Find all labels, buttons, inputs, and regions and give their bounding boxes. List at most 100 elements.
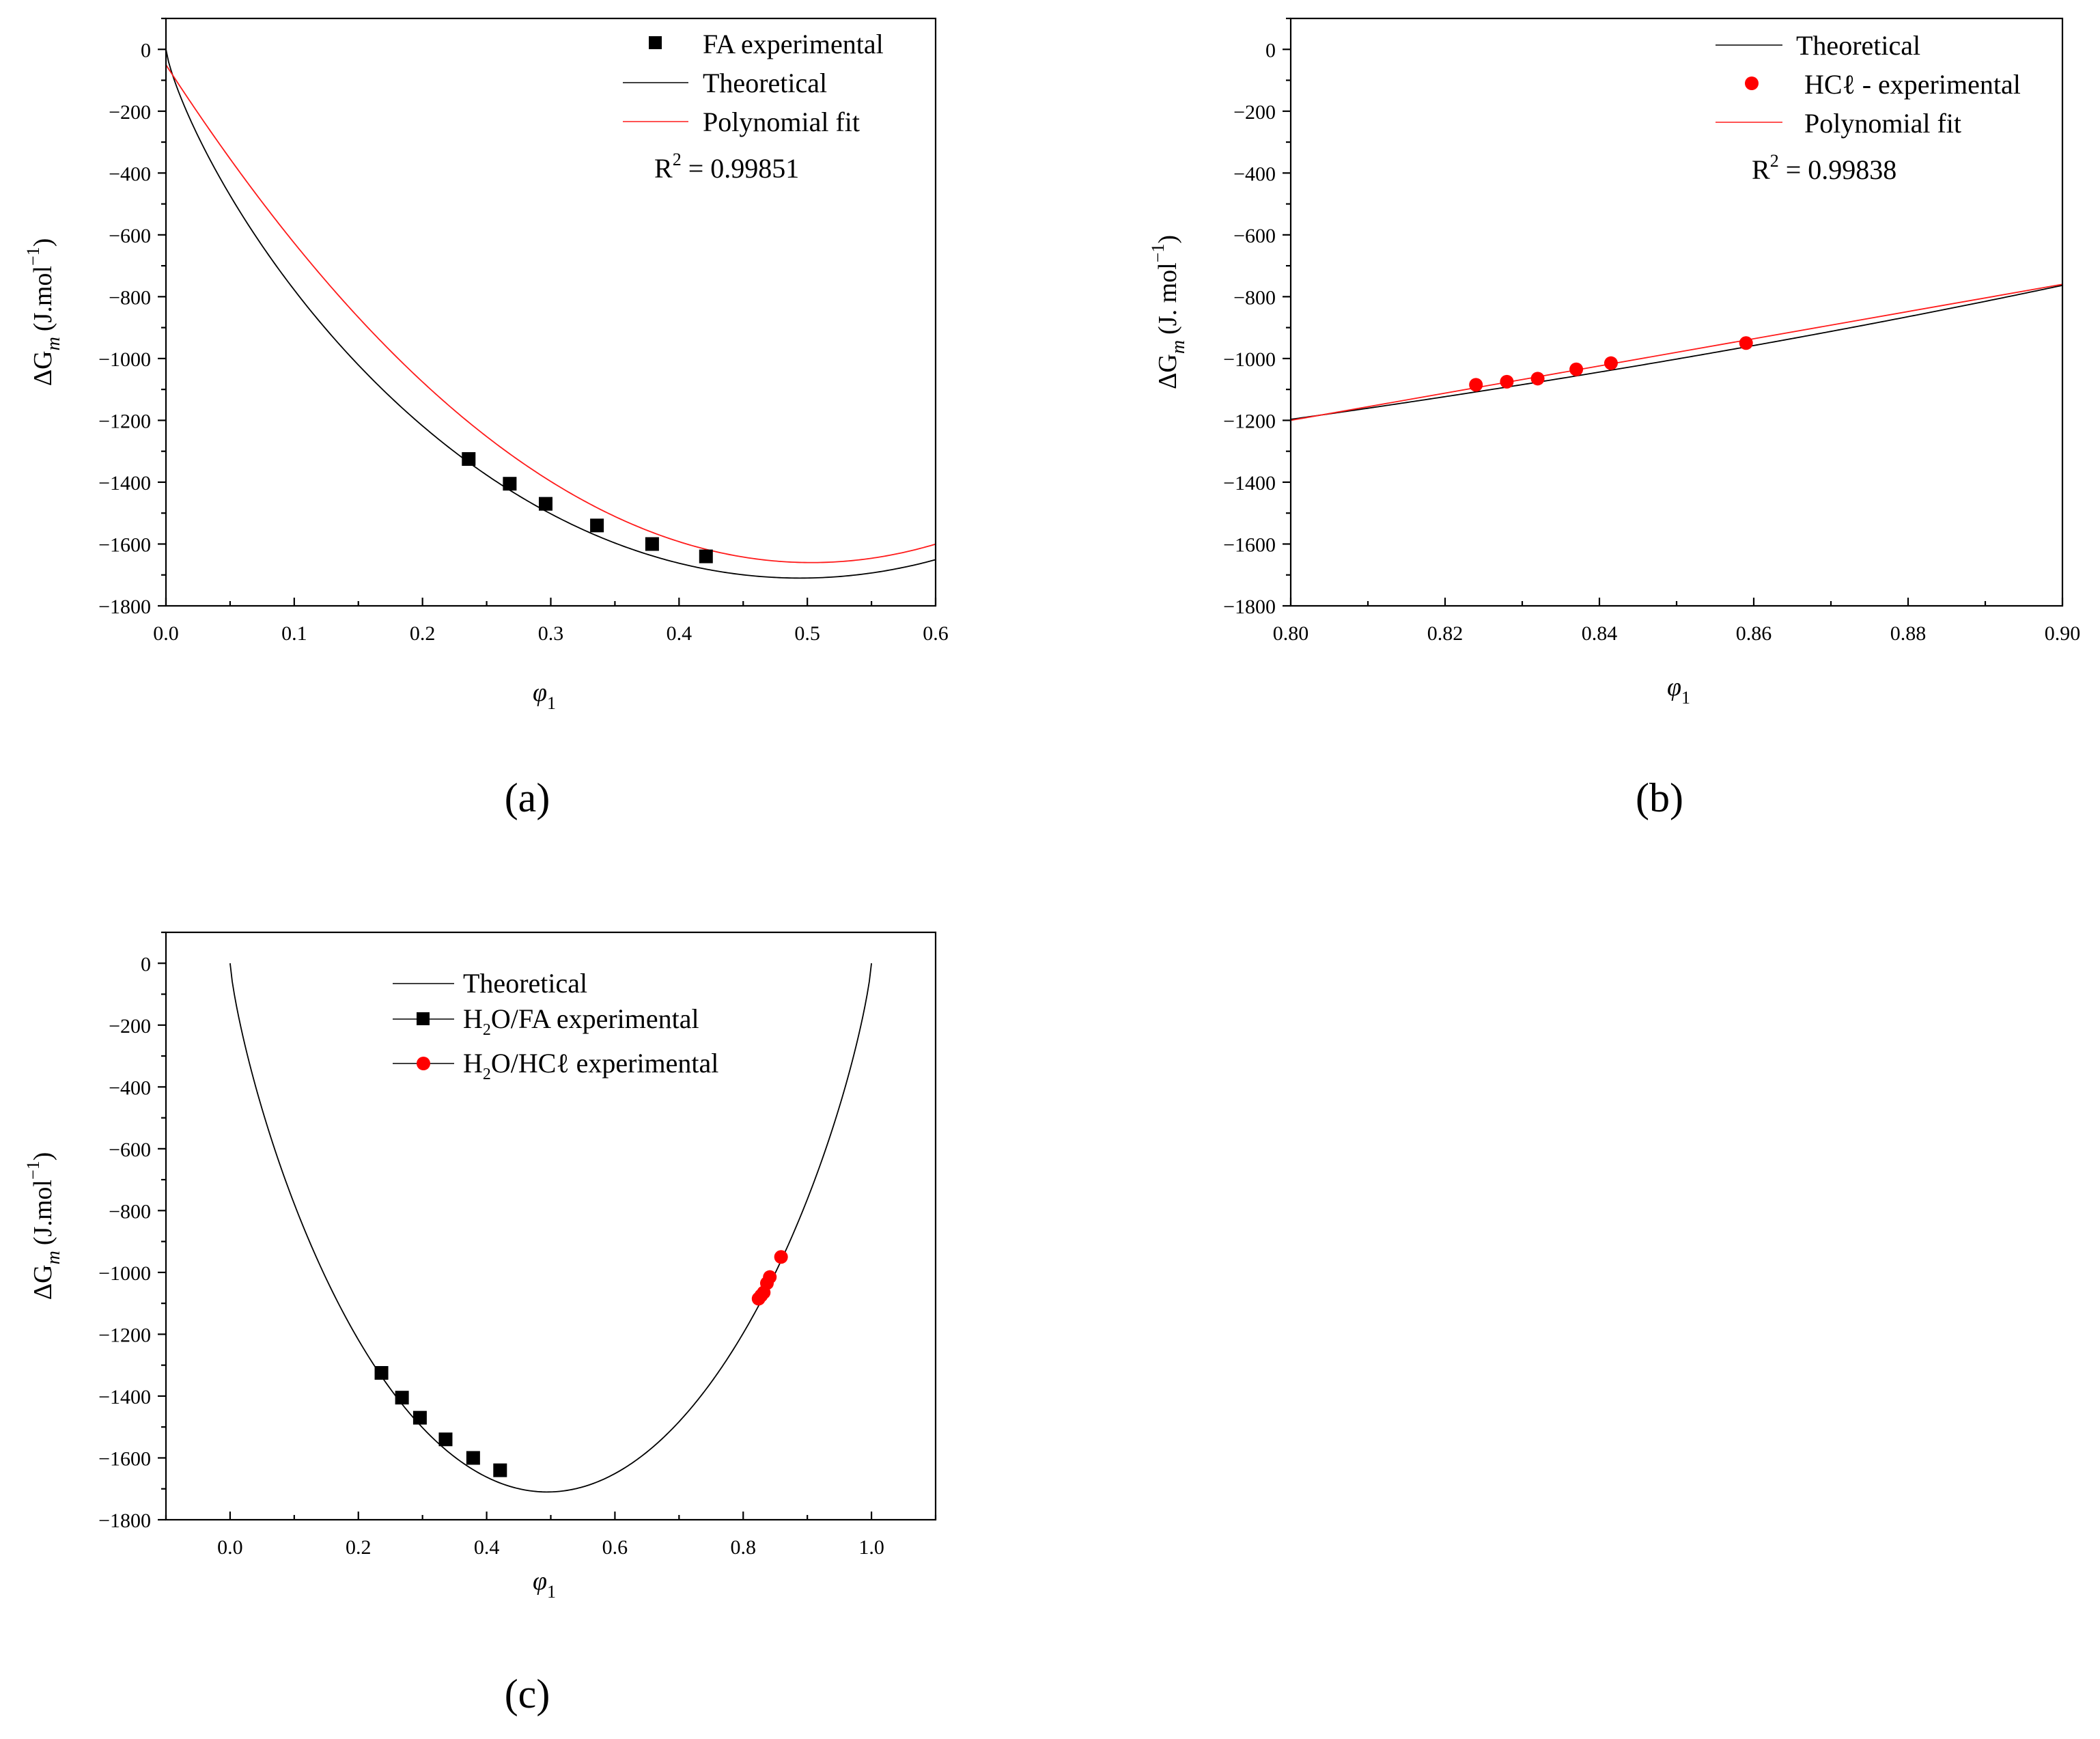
panel-a-frame <box>165 17 937 607</box>
r-squared-b: R2 = 0.99838 <box>1752 151 1896 185</box>
panel-a-ylabel: ΔGm (J.mol−1) <box>23 238 64 387</box>
ylabel-unit: (J. mol <box>1153 262 1182 335</box>
x-tick-label: 0.86 <box>1736 622 1772 645</box>
legend-fit-label: Polynomial fit <box>1804 108 1961 139</box>
x-tick-label: 1.0 <box>858 1536 884 1559</box>
panel-c-legend: Theoretical H2O/FA experimental H2O/HCℓ … <box>393 968 718 1083</box>
fa-data-point <box>538 497 552 511</box>
ylabel-close: ) <box>1153 235 1182 244</box>
legend-fa-label: FA experimental <box>703 29 884 59</box>
y-tick-label: −1800 <box>1223 596 1276 618</box>
r2-value: = 0.99838 <box>1779 154 1897 185</box>
fa-data-point <box>466 1451 480 1465</box>
ylabel-sup: −1 <box>23 247 43 266</box>
y-tick-label: −1400 <box>1223 472 1276 495</box>
y-tick-label: −1600 <box>98 533 151 556</box>
r2-prefix: R <box>654 153 673 184</box>
panel-b: 0.80 0.82 0.84 0.86 0.88 0.90 0 −200 −400 −600 −80… <box>1148 17 2080 820</box>
ylabel-delta-g: ΔG <box>29 1264 57 1300</box>
legend-hcl-label: H2O/HCℓ experimental <box>463 1048 718 1083</box>
panel-b-legend: Theoretical HCℓ - experimental Polynomia… <box>1716 30 2021 185</box>
panel-c-points <box>374 1250 788 1477</box>
x-tick-label: 0.6 <box>923 622 949 645</box>
x-tick-label: 0.0 <box>217 1536 243 1559</box>
ylabel-delta-g: ΔG <box>29 350 57 386</box>
x-tick-label: 0.84 <box>1582 622 1618 645</box>
legend-theoretical-label: Theoretical <box>1796 30 1920 61</box>
panel-a-curves <box>166 49 936 579</box>
r2-value: = 0.99851 <box>682 153 800 184</box>
y-tick-label: −1000 <box>1223 348 1276 371</box>
x-tick-label: 0.90 <box>2045 622 2081 645</box>
fa-data-point <box>503 477 517 491</box>
x-tick-label: 0.88 <box>1890 622 1927 645</box>
panel-a-label: (a) <box>505 775 550 820</box>
x-tick-label: 0.80 <box>1273 622 1309 645</box>
x-tick-label: 0.2 <box>410 622 436 645</box>
r2-prefix: R <box>1752 154 1770 185</box>
fa-data-point <box>699 549 713 564</box>
legend-hcl-marker <box>1745 76 1759 90</box>
y-tick-label: −1400 <box>98 472 151 495</box>
y-tick-label: −800 <box>109 286 151 309</box>
xlabel-sub: 1 <box>547 1582 556 1602</box>
y-tick-label: −800 <box>1233 286 1276 309</box>
y-tick-label: −1600 <box>98 1447 151 1470</box>
hcl-data-point <box>1569 362 1584 376</box>
hcl-data-point <box>1469 378 1483 392</box>
y-tick-label: −1200 <box>98 410 151 432</box>
hcl-data-point <box>1530 372 1545 386</box>
panel-b-label: (b) <box>1636 775 1683 820</box>
y-tick-label: −200 <box>109 1015 151 1038</box>
r2-sup: 2 <box>1770 151 1779 171</box>
panel-a-ticks <box>158 17 937 607</box>
hcl-data-point <box>1500 374 1514 389</box>
fa-data-point <box>493 1463 507 1477</box>
y-tick-label: −400 <box>109 163 151 185</box>
x-tick-label: 0.2 <box>346 1536 372 1559</box>
legend-fa-marker <box>417 1012 430 1025</box>
y-tick-label: 0 <box>1265 39 1276 61</box>
theoretical-line <box>1291 284 2062 420</box>
y-tick-label: −200 <box>109 101 151 124</box>
xlabel-sub: 1 <box>547 693 556 713</box>
fa-data-point <box>438 1432 453 1447</box>
fa-data-point <box>374 1366 389 1380</box>
y-tick-label: −1400 <box>98 1386 151 1408</box>
hcl-data-point <box>763 1270 777 1284</box>
ylabel-unit: (J.mol <box>29 1180 57 1245</box>
ylabel-sub: m <box>43 1251 64 1264</box>
legend-fit-label: Polynomial fit <box>703 107 860 137</box>
hcl-data-point <box>774 1250 788 1264</box>
y-tick-label: −1200 <box>1223 410 1276 432</box>
x-tick-label: 0.6 <box>602 1536 628 1559</box>
y-tick-label: −800 <box>109 1200 151 1223</box>
xlabel-sub: 1 <box>1681 688 1690 708</box>
ylabel-sup: −1 <box>1148 244 1168 263</box>
fa-data-point <box>395 1391 409 1405</box>
panel-c-tick-labels: 0.0 0.2 0.4 0.6 0.8 1.0 0 −200 −400 −600 −800 −1000… <box>98 953 884 1559</box>
hcl-data-point <box>1604 356 1618 370</box>
ylabel-unit: (J.mol <box>29 266 57 331</box>
panel-c: 0.0 0.2 0.4 0.6 0.8 1.0 0 −200 −400 −600 −800 −1000… <box>23 931 937 1716</box>
y-tick-label: −1800 <box>98 596 151 618</box>
ylabel-sub: m <box>43 337 64 350</box>
panel-a-legend: FA experimental Theoretical Polynomial f… <box>623 29 884 184</box>
polynomial-fit-line <box>1291 283 2062 421</box>
legend-hcl-label: HCℓ - experimental <box>1804 69 2021 100</box>
y-tick-label: −600 <box>109 225 151 247</box>
legend-fa-label: H2O/FA experimental <box>463 1003 699 1039</box>
x-tick-label: 0.4 <box>474 1536 500 1559</box>
x-tick-label: 0.0 <box>153 622 179 645</box>
panel-b-tick-labels: 0.80 0.82 0.84 0.86 0.88 0.90 0 −200 −400 −600 −80… <box>1223 39 2080 645</box>
ylabel-sup: −1 <box>23 1160 43 1180</box>
hcl-data-point <box>1739 336 1753 350</box>
x-tick-label: 0.4 <box>667 622 692 645</box>
r2-sup: 2 <box>673 150 682 169</box>
y-tick-label: −1000 <box>98 1262 151 1285</box>
y-tick-label: −1200 <box>98 1324 151 1346</box>
legend-hcl-marker <box>417 1057 430 1070</box>
y-tick-label: −600 <box>109 1139 151 1161</box>
polynomial-fit-line <box>166 64 936 564</box>
